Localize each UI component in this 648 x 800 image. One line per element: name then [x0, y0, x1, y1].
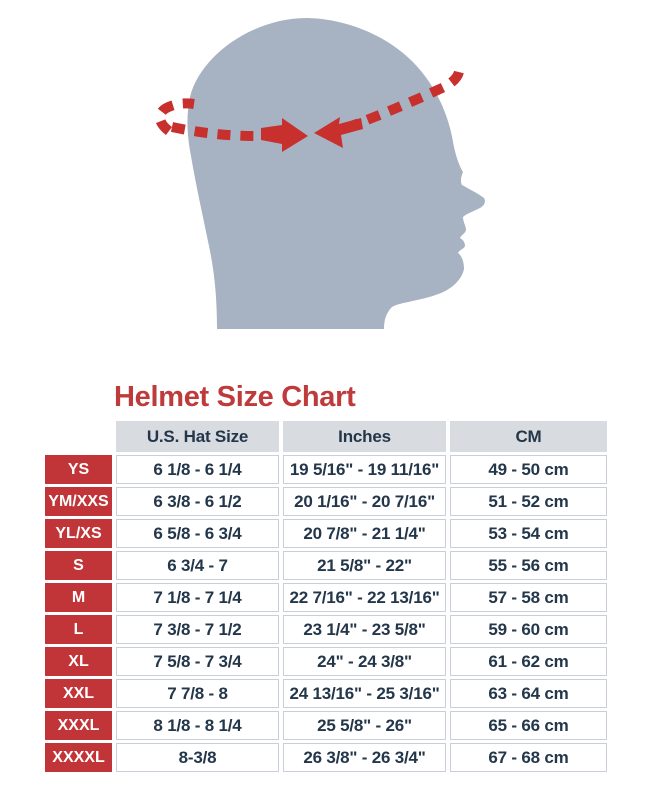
- measuring-line-lower-icon: [170, 122, 257, 141]
- hat-size-value: 7 5/8 - 7 3/4: [116, 647, 279, 676]
- cm-value: 63 - 64 cm: [450, 679, 607, 708]
- head-profile-icon: [187, 18, 485, 329]
- measuring-line-upper-icon: [344, 60, 465, 133]
- hat-size-value: 7 1/8 - 7 1/4: [116, 583, 279, 612]
- inches-value: 26 3/8" - 26 3/4": [283, 743, 446, 772]
- hat-size-value: 7 7/8 - 8: [116, 679, 279, 708]
- cm-value: 67 - 68 cm: [450, 743, 607, 772]
- cm-value: 55 - 56 cm: [450, 551, 607, 580]
- size-label-xxxxl: XXXXL: [45, 743, 112, 772]
- cm-value: 61 - 62 cm: [450, 647, 607, 676]
- inches-value: 23 1/4" - 23 5/8": [283, 615, 446, 644]
- hat-size-value: 6 3/4 - 7: [116, 551, 279, 580]
- size-label-m: M: [45, 583, 112, 612]
- size-label-ys: YS: [45, 455, 112, 484]
- table-corner-cell: [45, 421, 112, 452]
- arrow-left-icon: [314, 117, 363, 148]
- arrow-right-icon: [261, 118, 308, 152]
- inches-value: 21 5/8" - 22": [283, 551, 446, 580]
- inches-value: 20 1/16" - 20 7/16": [283, 487, 446, 516]
- inches-value: 24" - 24 3/8": [283, 647, 446, 676]
- inches-value: 20 7/8" - 21 1/4": [283, 519, 446, 548]
- size-label-ym-xxs: YM/XXS: [45, 487, 112, 516]
- inches-value: 24 13/16" - 25 3/16": [283, 679, 446, 708]
- size-label-yl-xs: YL/XS: [45, 519, 112, 548]
- hat-size-value: 6 3/8 - 6 1/2: [116, 487, 279, 516]
- cm-value: 65 - 66 cm: [450, 711, 607, 740]
- inches-value: 22 7/16" - 22 13/16": [283, 583, 446, 612]
- size-label-xxxl: XXXL: [45, 711, 112, 740]
- cm-value: 49 - 50 cm: [450, 455, 607, 484]
- page-title: Helmet Size Chart: [114, 381, 356, 413]
- column-header-cm: CM: [450, 421, 607, 452]
- hat-size-value: 6 1/8 - 6 1/4: [116, 455, 279, 484]
- hat-size-value: 7 3/8 - 7 1/2: [116, 615, 279, 644]
- size-label-xl: XL: [45, 647, 112, 676]
- cm-value: 51 - 52 cm: [450, 487, 607, 516]
- hat-size-value: 8-3/8: [116, 743, 279, 772]
- cm-value: 59 - 60 cm: [450, 615, 607, 644]
- measuring-line-left-loop-icon: [154, 98, 195, 135]
- column-header-us-hat-size: U.S. Hat Size: [116, 421, 279, 452]
- hat-size-value: 8 1/8 - 8 1/4: [116, 711, 279, 740]
- helmet-size-table: U.S. Hat Size Inches CM YS 6 1/8 - 6 1/4…: [45, 421, 607, 772]
- size-label-l: L: [45, 615, 112, 644]
- hat-size-value: 6 5/8 - 6 3/4: [116, 519, 279, 548]
- head-measurement-illustration: [154, 18, 485, 329]
- cm-value: 53 - 54 cm: [450, 519, 607, 548]
- size-label-xxl: XXL: [45, 679, 112, 708]
- column-header-inches: Inches: [283, 421, 446, 452]
- inches-value: 19 5/16" - 19 11/16": [283, 455, 446, 484]
- inches-value: 25 5/8" - 26": [283, 711, 446, 740]
- size-label-s: S: [45, 551, 112, 580]
- cm-value: 57 - 58 cm: [450, 583, 607, 612]
